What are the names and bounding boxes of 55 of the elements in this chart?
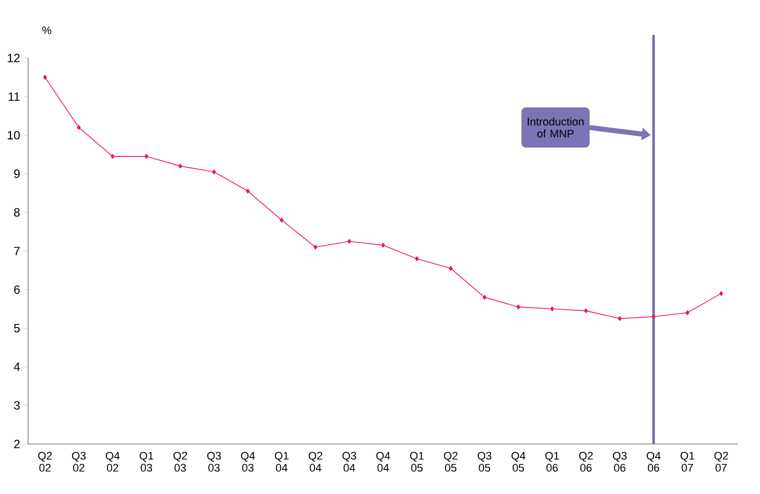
x-tick-label: Q4 03 <box>241 452 255 472</box>
point <box>448 266 453 271</box>
point <box>482 294 486 300</box>
x-tick-label: Q3 06 <box>612 452 627 472</box>
x-tick-label: Q4 06 <box>646 452 661 472</box>
x-tick-label: Q2 02 <box>38 452 52 472</box>
x-tick-label: Q2 05 <box>444 452 458 472</box>
point <box>43 74 47 80</box>
x-tick-label: Q3 04 <box>342 452 356 472</box>
x-tick-label: Q3 05 <box>478 452 492 472</box>
point <box>178 164 182 168</box>
point <box>280 218 284 223</box>
x-tick-label: Q3 02 <box>72 452 86 472</box>
y-tick-label: 2 <box>14 440 20 448</box>
point <box>144 154 148 159</box>
x-tick-label: Q1 06 <box>545 452 559 472</box>
point <box>246 188 250 194</box>
y-tick-label: 6 <box>14 285 20 294</box>
point <box>314 244 318 250</box>
point <box>76 125 81 130</box>
y-tick-label: 9 <box>14 170 20 178</box>
x-tick-label: Q2 07 <box>714 452 728 472</box>
y-tick-label: 4 <box>14 362 20 371</box>
x-tick-label: Q4 04 <box>376 452 390 472</box>
y-tick-label: 11 <box>8 92 20 101</box>
point <box>550 306 554 312</box>
point <box>516 304 520 310</box>
x-tick-label: Q1 05 <box>410 452 424 472</box>
x-tick-label: Q1 07 <box>680 452 694 472</box>
point <box>685 310 690 316</box>
y-tick-label: 8 <box>14 208 20 217</box>
x-tick-label: Q2 03 <box>173 452 188 472</box>
point <box>584 308 588 314</box>
point <box>719 291 724 296</box>
x-tick-label: Q4 02 <box>106 452 120 472</box>
x-tick-label: Q3 03 <box>207 452 221 472</box>
x-tick-label: Q1 04 <box>274 452 288 472</box>
y-axis-title: % <box>42 26 52 34</box>
annotation: Introduction of MNP <box>528 117 584 138</box>
point <box>652 314 656 320</box>
y-tick-label: 12 <box>8 54 20 62</box>
y-tick-label: 5 <box>14 324 20 332</box>
x-tick-label: Q1 03 <box>140 452 154 472</box>
point <box>415 256 419 262</box>
point <box>110 154 115 159</box>
x-tick-label: Q4 05 <box>512 452 526 472</box>
point <box>212 169 216 174</box>
point <box>618 316 622 321</box>
point <box>381 242 385 248</box>
y-tick-label: 7 <box>14 246 20 256</box>
point <box>347 238 352 244</box>
x-tick-label: Q2 06 <box>579 452 593 472</box>
y-tick-label: 3 <box>14 401 20 410</box>
x-tick-label: Q2 04 <box>308 452 322 472</box>
y-tick-label: 10 <box>8 130 20 140</box>
